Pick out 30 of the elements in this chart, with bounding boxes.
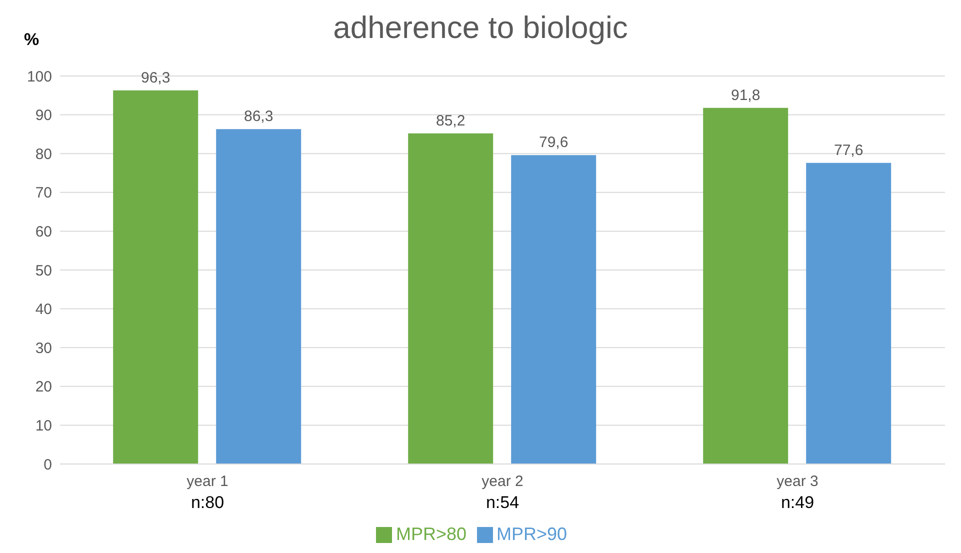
data-label: 79,6 (539, 134, 568, 152)
x-tick-label: year 2 n:54 (482, 473, 524, 512)
y-tick-label: 50 (35, 262, 52, 280)
y-tick-label: 60 (35, 224, 52, 241)
chart-title: adherence to biologic (333, 10, 628, 45)
data-label: 91,8 (731, 86, 760, 104)
bar (511, 155, 596, 464)
bar (113, 90, 198, 464)
bar (806, 162, 892, 464)
bar (216, 129, 302, 464)
y-tick-label: 40 (35, 301, 52, 318)
y-tick-label: 90 (35, 107, 52, 124)
data-label: 77,6 (834, 142, 864, 159)
y-tick-label: 20 (35, 378, 52, 396)
y-tick-label: 30 (35, 340, 52, 357)
data-label: 85,2 (436, 112, 466, 130)
data-label: 86,3 (244, 108, 274, 126)
y-tick-label: 80 (35, 146, 52, 163)
y-tick-label: 10 (35, 418, 52, 435)
bar (703, 108, 788, 464)
bar (408, 133, 494, 464)
y-tick-label: 70 (35, 184, 52, 202)
y-tick-label: 100 (26, 68, 52, 86)
x-tick-label: year 1 n:80 (186, 473, 228, 512)
y-tick-label: 0 (44, 456, 52, 474)
x-tick-label: year 3 n:49 (776, 473, 818, 512)
legend-label: MPR>90 (496, 524, 568, 544)
y-axis-title: % (24, 30, 40, 50)
legend-label: MPR>80 (396, 524, 466, 544)
data-label: 96,3 (141, 69, 170, 86)
